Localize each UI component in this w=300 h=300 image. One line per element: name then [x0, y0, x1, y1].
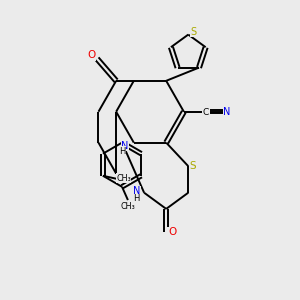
- Text: H: H: [134, 194, 140, 203]
- Text: O: O: [168, 227, 176, 237]
- Text: S: S: [190, 27, 196, 37]
- Text: S: S: [189, 161, 196, 171]
- Text: N: N: [121, 141, 129, 151]
- Text: N: N: [224, 107, 231, 117]
- Text: O: O: [88, 50, 96, 60]
- Text: H: H: [119, 147, 126, 156]
- Text: C: C: [203, 107, 209, 116]
- Text: N: N: [133, 186, 140, 196]
- Text: CH₃: CH₃: [121, 202, 135, 211]
- Text: CH₃: CH₃: [116, 174, 131, 183]
